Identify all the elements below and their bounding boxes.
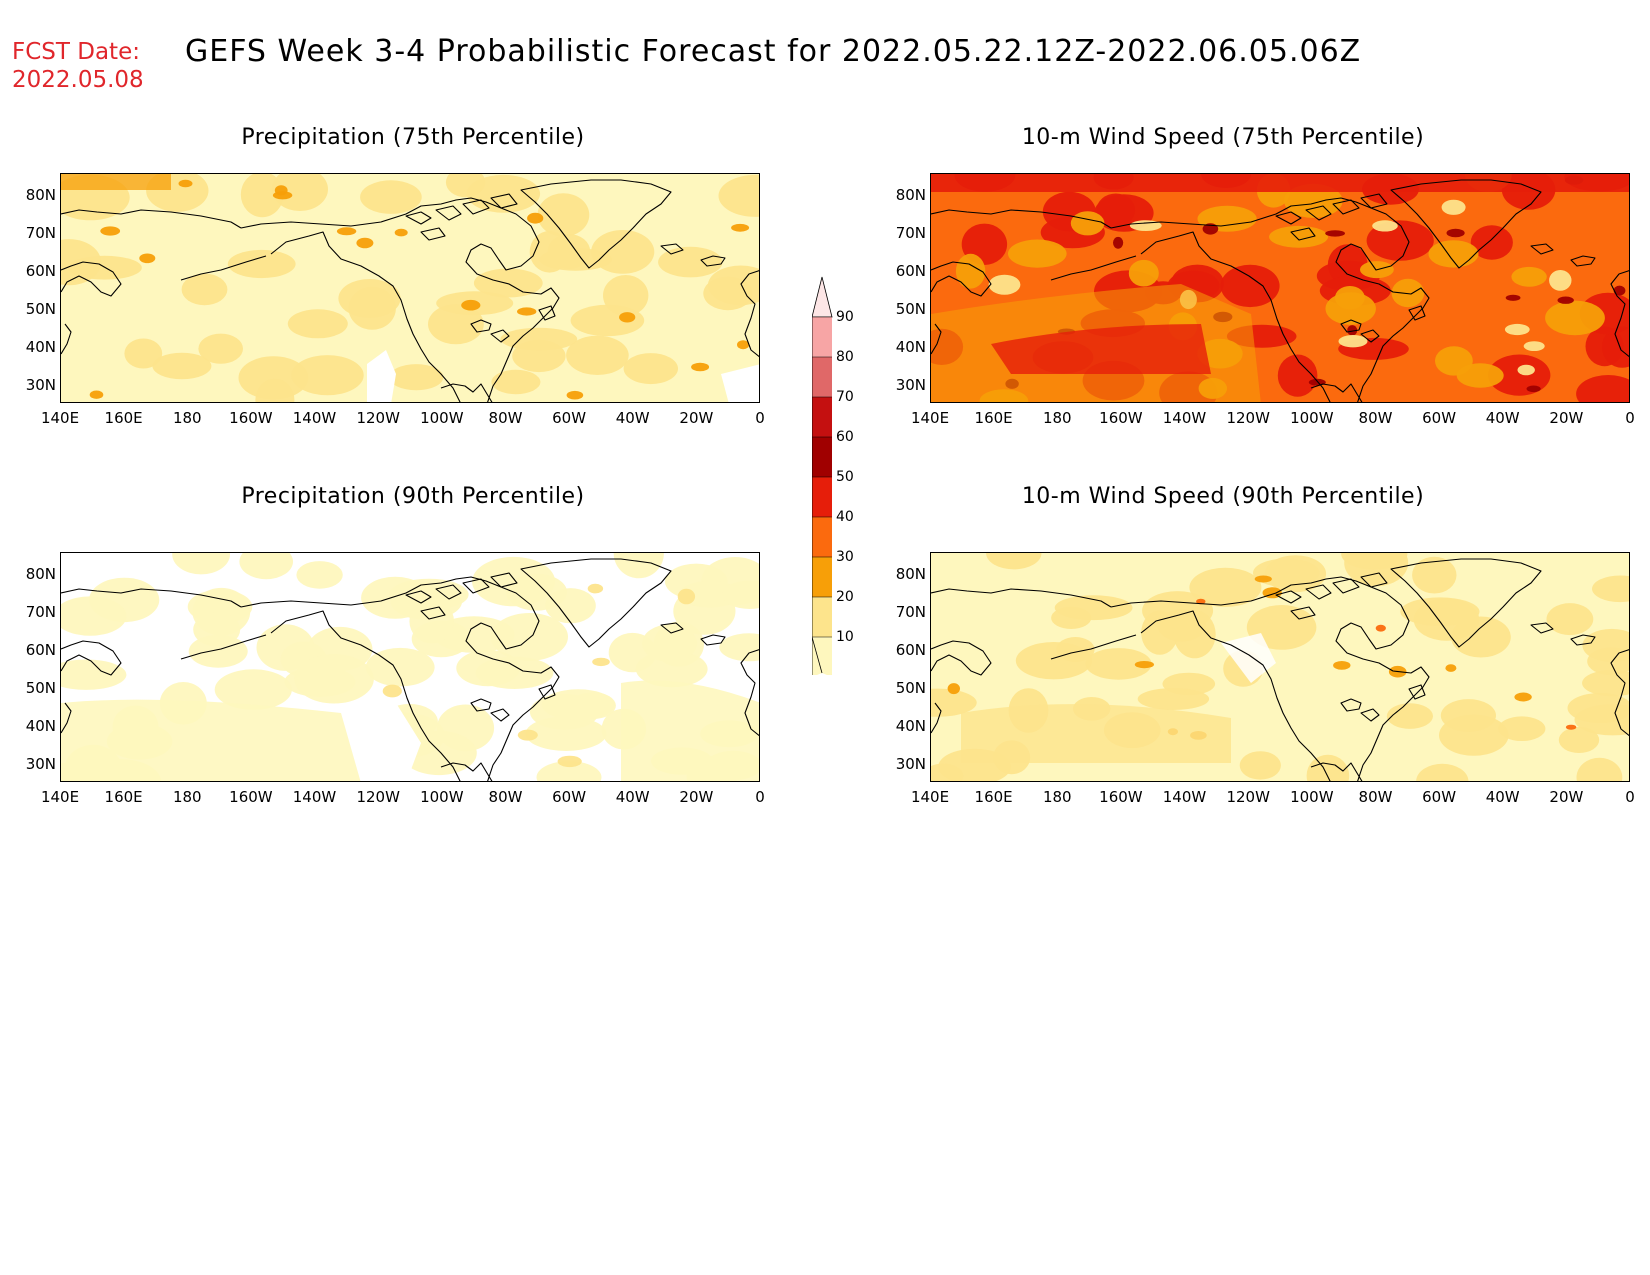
legend-level-label: 60 bbox=[836, 429, 854, 445]
lat-tick-label: 60N bbox=[895, 641, 926, 659]
lon-tick-label: 120W bbox=[1226, 409, 1270, 427]
lon-tick-label: 100W bbox=[1290, 788, 1334, 806]
panel-title-wind75: 10-m Wind Speed (75th Percentile) bbox=[1021, 125, 1425, 150]
lat-tick-label: 70N bbox=[895, 603, 926, 621]
lon-tick-label: 180 bbox=[1042, 409, 1072, 427]
color-legend bbox=[812, 276, 833, 675]
legend-level-label: 10 bbox=[836, 629, 854, 645]
lon-tick-label: 160E bbox=[104, 409, 143, 427]
map-panel-precip90 bbox=[60, 552, 760, 782]
lon-tick-label: 60W bbox=[1422, 788, 1457, 806]
legend-level-label: 90 bbox=[836, 309, 854, 325]
lat-tick-label: 30N bbox=[25, 376, 56, 394]
legend-level-label: 70 bbox=[836, 389, 854, 405]
lon-tick-label: 140E bbox=[40, 788, 80, 806]
lat-tick-label: 70N bbox=[25, 603, 56, 621]
lat-tick-label: 50N bbox=[895, 679, 926, 697]
lon-tick-label: 160W bbox=[1099, 409, 1143, 427]
lat-tick-label: 40N bbox=[895, 338, 926, 356]
lon-tick-label: 20W bbox=[679, 409, 714, 427]
legend-level-label: 50 bbox=[836, 469, 854, 485]
lon-tick-label: 60W bbox=[552, 788, 587, 806]
forecast-date-block: FCST Date: 2022.05.08 bbox=[12, 38, 144, 94]
panel-title-precip90: Precipitation (90th Percentile) bbox=[241, 484, 585, 509]
lon-tick-label: 120W bbox=[1226, 788, 1270, 806]
lon-tick-label: 180 bbox=[172, 409, 202, 427]
lon-tick-label: 120W bbox=[356, 788, 400, 806]
lon-tick-label: 20W bbox=[1549, 409, 1584, 427]
lat-tick-label: 40N bbox=[25, 338, 56, 356]
lon-tick-label: 80W bbox=[1358, 409, 1393, 427]
legend-level-label: 20 bbox=[836, 589, 854, 605]
page-title: GEFS Week 3-4 Probabilistic Forecast for… bbox=[185, 34, 1362, 69]
lat-tick-label: 50N bbox=[25, 300, 56, 318]
lon-tick-label: 160E bbox=[974, 788, 1013, 806]
lon-tick-label: 40W bbox=[615, 409, 650, 427]
lat-tick-label: 50N bbox=[895, 300, 926, 318]
map-panel-wind90 bbox=[930, 552, 1630, 782]
lon-tick-label: 60W bbox=[552, 409, 587, 427]
lon-tick-label: 60W bbox=[1422, 409, 1457, 427]
legend-level-label: 30 bbox=[836, 549, 854, 565]
lon-tick-label: 100W bbox=[420, 409, 464, 427]
lat-tick-label: 30N bbox=[895, 755, 926, 773]
lat-tick-label: 80N bbox=[895, 565, 926, 583]
lon-tick-label: 80W bbox=[1358, 788, 1393, 806]
lon-tick-label: 140W bbox=[1162, 788, 1207, 806]
lon-tick-label: 180 bbox=[172, 788, 202, 806]
lat-tick-label: 80N bbox=[25, 565, 56, 583]
map-panel-wind75 bbox=[930, 173, 1630, 403]
lat-tick-label: 80N bbox=[25, 186, 56, 204]
lon-tick-label: 100W bbox=[420, 788, 464, 806]
lon-tick-label: 160W bbox=[229, 788, 273, 806]
lon-tick-label: 80W bbox=[488, 409, 523, 427]
lat-tick-label: 40N bbox=[25, 717, 56, 735]
lon-tick-label: 120W bbox=[356, 409, 400, 427]
lon-tick-label: 140W bbox=[1162, 409, 1207, 427]
legend-level-label: 80 bbox=[836, 349, 854, 365]
lon-tick-label: 40W bbox=[615, 788, 650, 806]
lon-tick-label: 0 bbox=[755, 409, 765, 427]
lat-tick-label: 80N bbox=[895, 186, 926, 204]
lon-tick-label: 180 bbox=[1042, 788, 1072, 806]
lon-tick-label: 140E bbox=[40, 409, 80, 427]
lon-tick-label: 140E bbox=[910, 788, 950, 806]
lon-tick-label: 40W bbox=[1485, 409, 1520, 427]
lon-tick-label: 160E bbox=[974, 409, 1013, 427]
panel-title-precip75: Precipitation (75th Percentile) bbox=[241, 125, 585, 150]
lon-tick-label: 140W bbox=[292, 788, 337, 806]
lon-tick-label: 140E bbox=[910, 409, 950, 427]
lat-tick-label: 30N bbox=[25, 755, 56, 773]
lon-tick-label: 160W bbox=[229, 409, 273, 427]
lat-tick-label: 60N bbox=[25, 262, 56, 280]
lat-tick-label: 70N bbox=[895, 224, 926, 242]
lon-tick-label: 0 bbox=[755, 788, 765, 806]
fcst-date-value: 2022.05.08 bbox=[12, 67, 144, 93]
lat-tick-label: 60N bbox=[895, 262, 926, 280]
lon-tick-label: 20W bbox=[1549, 788, 1584, 806]
lon-tick-label: 160W bbox=[1099, 788, 1143, 806]
panel-title-wind90: 10-m Wind Speed (90th Percentile) bbox=[1021, 484, 1425, 509]
lon-tick-label: 160E bbox=[104, 788, 143, 806]
lon-tick-label: 0 bbox=[1625, 788, 1635, 806]
lat-tick-label: 70N bbox=[25, 224, 56, 242]
map-panel-precip75 bbox=[60, 173, 760, 403]
lon-tick-label: 100W bbox=[1290, 409, 1334, 427]
lat-tick-label: 60N bbox=[25, 641, 56, 659]
fcst-date-label: FCST Date: bbox=[12, 39, 140, 65]
lon-tick-label: 0 bbox=[1625, 409, 1635, 427]
lat-tick-label: 40N bbox=[895, 717, 926, 735]
lon-tick-label: 140W bbox=[292, 409, 337, 427]
legend-level-label: 40 bbox=[836, 509, 854, 525]
lon-tick-label: 80W bbox=[488, 788, 523, 806]
lon-tick-label: 20W bbox=[679, 788, 714, 806]
lon-tick-label: 40W bbox=[1485, 788, 1520, 806]
lat-tick-label: 30N bbox=[895, 376, 926, 394]
lat-tick-label: 50N bbox=[25, 679, 56, 697]
